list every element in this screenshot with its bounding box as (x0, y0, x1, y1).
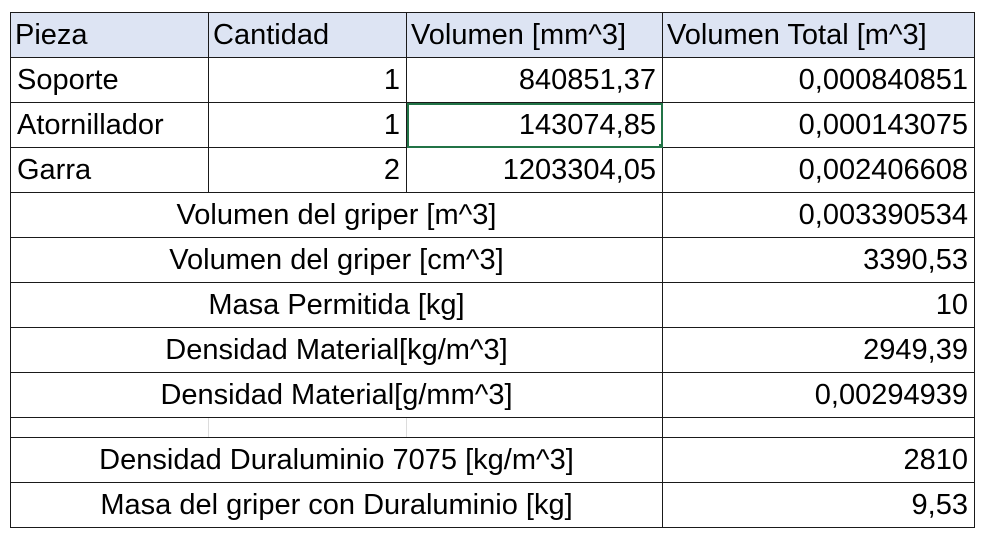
summary-label-cell[interactable]: Volumen del griper [cm^3] (10, 237, 663, 283)
empty-cell[interactable] (10, 417, 209, 438)
summary-label-cell[interactable]: Masa Permitida [kg] (10, 282, 663, 328)
piece-cell[interactable]: Garra (10, 147, 209, 193)
quantity-cell[interactable]: 1 (208, 57, 407, 103)
summary-row: Densidad Material[kg/m^3] 2949,39 (10, 327, 975, 373)
summary-row: Volumen del griper [m^3] 0,003390534 (10, 192, 975, 238)
volume-cell[interactable]: 1203304,05 (406, 147, 663, 193)
summary-row: Volumen del griper [cm^3] 3390,53 (10, 237, 975, 283)
empty-row (10, 417, 975, 438)
duraluminum-row: Masa del griper con Duraluminio [kg] 9,5… (10, 482, 975, 528)
duraluminum-value-cell[interactable]: 2810 (662, 437, 975, 483)
empty-cell[interactable] (406, 417, 663, 438)
summary-label-cell[interactable]: Volumen del griper [m^3] (10, 192, 663, 238)
volume-cell-value: 143074,85 (518, 108, 656, 141)
summary-label-cell[interactable]: Densidad Material[kg/m^3] (10, 327, 663, 373)
summary-value-cell[interactable]: 3390,53 (662, 237, 975, 283)
piece-cell[interactable]: Soporte (10, 57, 209, 103)
summary-label-cell[interactable]: Densidad Material[g/mm^3] (10, 372, 663, 418)
duraluminum-label-cell[interactable]: Masa del griper con Duraluminio [kg] (10, 482, 663, 528)
summary-value-cell[interactable]: 0,003390534 (662, 192, 975, 238)
empty-cell[interactable] (662, 417, 975, 438)
header-volume-cell[interactable]: Volumen [mm^3] (406, 12, 663, 58)
header-total-volume-cell[interactable]: Volumen Total [m^3] (662, 12, 975, 58)
total-volume-cell[interactable]: 0,002406608 (662, 147, 975, 193)
summary-value-cell[interactable]: 0,00294939 (662, 372, 975, 418)
gripper-volume-table: Pieza Cantidad Volumen [mm^3] Volumen To… (10, 12, 975, 528)
quantity-cell[interactable]: 1 (208, 102, 407, 148)
fill-handle[interactable] (659, 144, 662, 147)
summary-value-cell[interactable]: 10 (662, 282, 975, 328)
volume-cell[interactable]: 840851,37 (406, 57, 663, 103)
duraluminum-label-cell[interactable]: Densidad Duraluminio 7075 [kg/m^3] (10, 437, 663, 483)
header-row: Pieza Cantidad Volumen [mm^3] Volumen To… (10, 12, 975, 58)
summary-row: Densidad Material[g/mm^3] 0,00294939 (10, 372, 975, 418)
header-piece-cell[interactable]: Pieza (10, 12, 209, 58)
empty-cell[interactable] (208, 417, 407, 438)
summary-value-cell[interactable]: 2949,39 (662, 327, 975, 373)
summary-row: Masa Permitida [kg] 10 (10, 282, 975, 328)
table-row: Soporte 1 840851,37 0,000840851 (10, 57, 975, 103)
total-volume-cell[interactable]: 0,000143075 (662, 102, 975, 148)
table-row: Garra 2 1203304,05 0,002406608 (10, 147, 975, 193)
duraluminum-row: Densidad Duraluminio 7075 [kg/m^3] 2810 (10, 437, 975, 483)
table-row: Atornillador 1 143074,85 0,000143075 (10, 102, 975, 148)
quantity-cell[interactable]: 2 (208, 147, 407, 193)
total-volume-cell[interactable]: 0,000840851 (662, 57, 975, 103)
piece-cell[interactable]: Atornillador (10, 102, 209, 148)
volume-cell-selected[interactable]: 143074,85 (406, 102, 663, 148)
duraluminum-value-cell[interactable]: 9,53 (662, 482, 975, 528)
header-quantity-cell[interactable]: Cantidad (208, 12, 407, 58)
